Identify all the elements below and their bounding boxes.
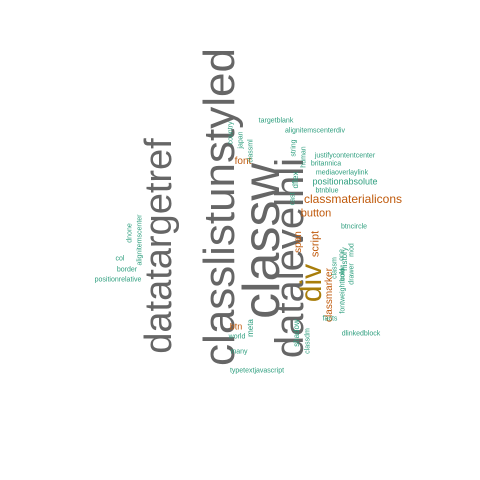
word-cast: cast [289, 192, 297, 206]
word-country: country [227, 121, 235, 145]
word-targetblank: targetblank [258, 117, 294, 125]
word-positionrelative: positionrelative [94, 276, 142, 284]
word-typetextjavascript: typetextjavascript [229, 367, 285, 375]
word-shadow: shadow [292, 319, 301, 347]
word-classdm: classdm [304, 328, 312, 354]
word-col: col [115, 255, 125, 263]
word-dflex: dflex [291, 171, 300, 189]
word-font: font [234, 156, 252, 167]
word-classmaterialicons: classmaterialicons [303, 192, 403, 206]
word-span: span [293, 231, 304, 253]
word-world: world [228, 333, 246, 341]
word-meta: meta [246, 319, 255, 337]
word-datatargetref: datatargetref [138, 138, 180, 354]
word-facts: facts [322, 315, 338, 323]
word-mediaoverlaylink: mediaoverlaylink [315, 169, 369, 177]
word-human: human [300, 146, 308, 168]
word-britannica: britannica [310, 160, 342, 168]
word-btncircle: btncircle [340, 223, 368, 231]
word-btnblue: btnblue [315, 187, 339, 195]
word-classml: classml [247, 139, 255, 163]
word-div: div [295, 263, 328, 303]
word-justifycontentcenter: justifycontentcenter [314, 152, 376, 160]
word-script: script [309, 230, 322, 258]
word-many: many [230, 348, 248, 356]
word-alignitemscenterdiv: alignitemscenterdiv [285, 127, 345, 135]
word-positionabsolute: positionabsolute [312, 176, 378, 187]
word-string: string [290, 139, 298, 157]
word-dlinkedblock: dlinkedblock [341, 330, 381, 338]
word-border: border [116, 266, 138, 274]
word-classm: classm [331, 257, 339, 279]
word-alignitemscenter: alignitemscenter [136, 214, 144, 266]
word-fontweightbold: fontweightbold [339, 268, 347, 314]
word-japan: japan [237, 131, 245, 149]
word-mod: mod [348, 243, 356, 257]
word-dnone: dnone [126, 223, 134, 243]
word-btn: btn [229, 321, 243, 332]
word-button: button [300, 207, 332, 220]
word-drawer: drawer [348, 263, 356, 285]
